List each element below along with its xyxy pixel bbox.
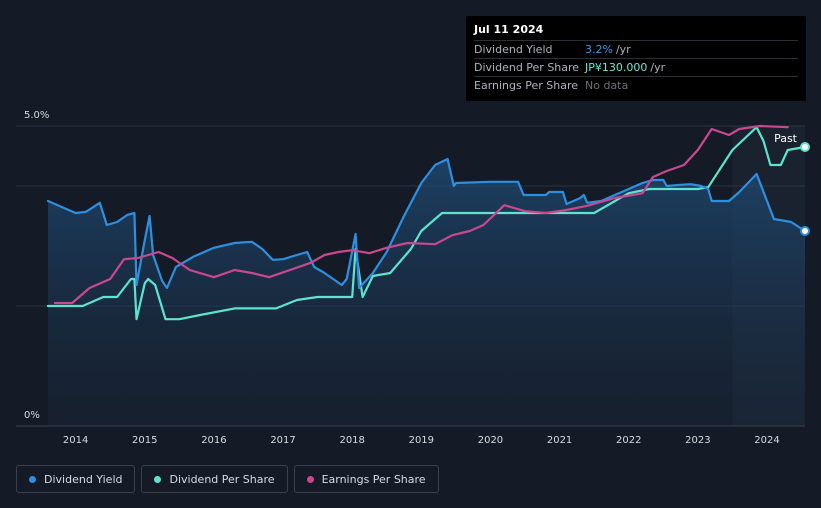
x-tick-label: 2014: [63, 435, 88, 446]
legend: Dividend Yield Dividend Per Share Earnin…: [16, 465, 439, 493]
legend-dot-icon: [29, 475, 36, 483]
y-tick-label-top: 5.0%: [24, 110, 49, 121]
legend-dot-icon: [154, 475, 162, 483]
dividend-yield-area: [48, 159, 805, 426]
tooltip-panel: Jul 11 2024 Dividend Yield 3.2% /yr Divi…: [466, 16, 806, 101]
tooltip-label: Dividend Per Share: [474, 61, 580, 74]
tooltip-unit: /yr: [615, 43, 631, 56]
tooltip-row-dividend-per-share: Dividend Per Share JP¥130.000 /yr: [474, 58, 798, 76]
tooltip-unit: /yr: [650, 61, 666, 74]
dividend-per-share-line: [46, 126, 807, 321]
legend-label: Dividend Yield: [44, 472, 123, 486]
legend-dot-icon: [306, 475, 314, 483]
legend-item-dividend-yield[interactable]: Dividend Yield: [16, 465, 136, 493]
tooltip-value: 3.2%: [585, 43, 613, 56]
x-tick-label: 2020: [478, 435, 503, 446]
y-tick-label-bottom: 0%: [24, 410, 40, 421]
x-tick-label: 2018: [339, 435, 364, 446]
earnings-per-share-line: [53, 124, 789, 305]
x-tick-label: 2015: [132, 435, 157, 446]
dividend-yield-line: [46, 157, 807, 290]
legend-item-earnings-per-share[interactable]: Earnings Per Share: [293, 465, 439, 493]
x-tick-label: 2022: [616, 435, 641, 446]
legend-label: Dividend Per Share: [169, 472, 275, 486]
tooltip-value: JP¥130.000: [585, 61, 648, 74]
x-tick-label: 2021: [547, 435, 572, 446]
tooltip-row-dividend-yield: Dividend Yield 3.2% /yr: [474, 40, 798, 58]
x-tick-label: 2024: [754, 435, 779, 446]
tooltip-label: Dividend Yield: [474, 43, 553, 56]
legend-label: Earnings Per Share: [321, 472, 426, 486]
dividend-per-share-endpoint: [800, 142, 810, 152]
tooltip-label: Earnings Per Share: [474, 79, 579, 92]
tooltip-row-earnings-per-share: Earnings Per Share No data: [474, 76, 798, 94]
tooltip-date: Jul 11 2024: [474, 23, 544, 36]
x-tick-label: 2016: [201, 435, 226, 446]
tooltip-value: No data: [585, 79, 629, 92]
past-label: Past: [774, 132, 798, 145]
x-tick-label: 2017: [270, 435, 295, 446]
x-tick-label: 2019: [409, 435, 434, 446]
dividend-yield-endpoint: [800, 226, 810, 236]
x-tick-label: 2023: [685, 435, 710, 446]
legend-item-dividend-per-share[interactable]: Dividend Per Share: [141, 465, 288, 493]
